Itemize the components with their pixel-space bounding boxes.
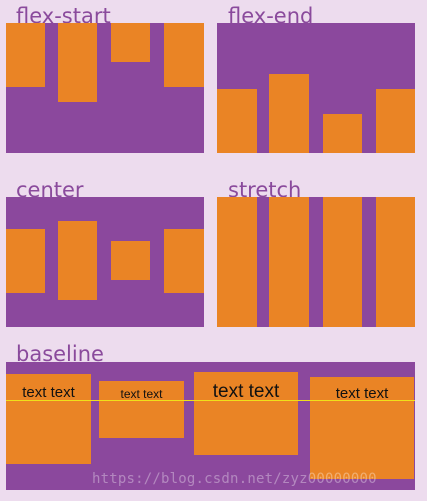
baseline-item-4-text: text text <box>335 385 389 402</box>
baseline-item-2-text: text text <box>120 387 163 401</box>
center-container <box>6 197 204 327</box>
baseline-item-1-text: text text <box>22 384 75 401</box>
center-item-1 <box>6 229 45 293</box>
stretch-container <box>217 197 415 327</box>
baseline-item-2: text text <box>99 381 184 438</box>
flex-end-item-2 <box>269 74 309 153</box>
flex-start-item-3 <box>111 23 150 62</box>
center-item-2 <box>58 221 97 300</box>
baseline-item-4: text text <box>310 377 414 479</box>
flex-end-item-3 <box>323 114 362 153</box>
flex-start-container <box>6 23 204 153</box>
center-item-3 <box>111 241 150 280</box>
baseline-item-3: text text <box>194 372 298 455</box>
flex-end-item-1 <box>217 89 257 153</box>
stretch-item-2 <box>269 197 309 327</box>
stretch-item-1 <box>217 197 257 327</box>
flex-start-item-2 <box>58 23 97 102</box>
baseline-item-1: text text <box>6 374 91 464</box>
baseline-item-3-text: text text <box>212 381 280 402</box>
baseline-container: text text text text text text text text … <box>6 362 415 490</box>
flex-end-container <box>217 23 415 153</box>
flex-end-item-4 <box>376 89 415 153</box>
watermark: https://blog.csdn.net/zyz00000000 <box>92 471 377 487</box>
flex-start-item-4 <box>164 23 204 87</box>
stretch-item-3 <box>323 197 362 327</box>
center-item-4 <box>164 229 204 293</box>
baseline-guide-line <box>6 400 415 401</box>
stretch-item-4 <box>376 197 415 327</box>
flex-start-item-1 <box>6 23 45 87</box>
